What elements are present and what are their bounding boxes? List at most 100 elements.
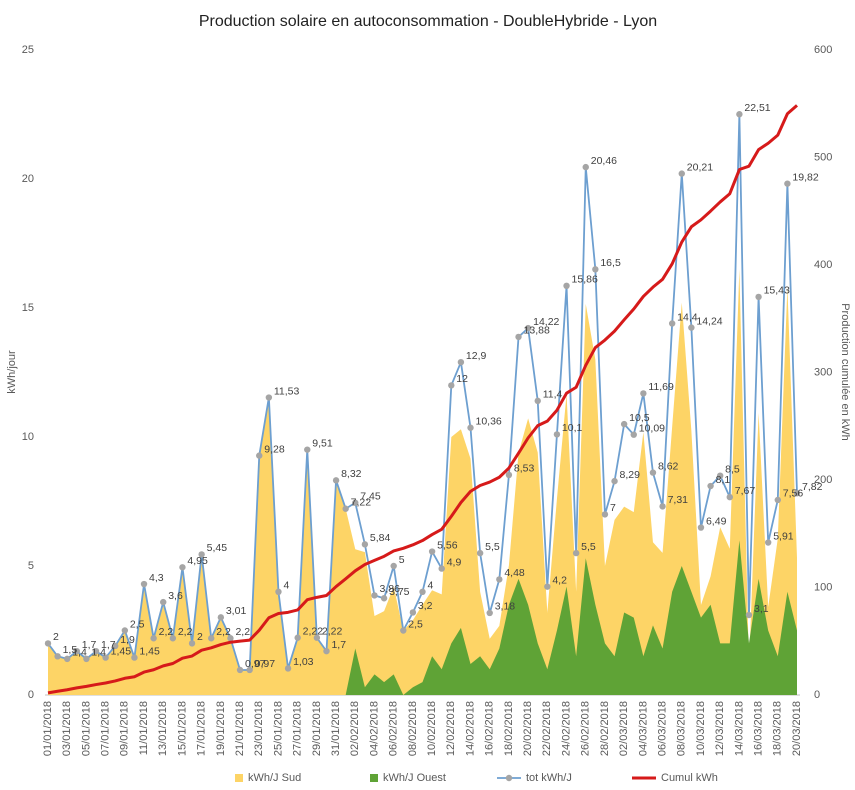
data-label: 20,21	[687, 161, 713, 173]
x-tick-label: 29/01/2018	[311, 701, 323, 756]
x-tick-label: 16/02/2018	[484, 701, 496, 756]
data-label: 1,7	[101, 639, 116, 651]
x-tick-label: 21/01/2018	[234, 701, 246, 756]
point	[409, 609, 417, 616]
data-label: 20,46	[591, 155, 617, 167]
data-label: 4,95	[187, 555, 208, 567]
point	[275, 588, 282, 595]
point	[208, 635, 215, 642]
x-tick-label: 04/03/2018	[637, 701, 649, 756]
point	[179, 564, 186, 571]
data-label: 10,36	[476, 415, 502, 427]
point	[371, 592, 378, 599]
point	[188, 640, 196, 647]
point	[640, 390, 647, 397]
point	[160, 598, 167, 606]
point	[256, 452, 263, 459]
data-label: 7,82	[802, 481, 823, 493]
data-label: 1,5	[63, 644, 78, 656]
x-tick-label: 20/02/2018	[522, 701, 534, 756]
point	[265, 394, 273, 401]
point	[352, 499, 359, 506]
point	[390, 562, 397, 570]
data-label: 8,5	[725, 463, 740, 475]
point	[83, 655, 90, 663]
x-tick-label: 27/01/2018	[292, 701, 304, 756]
point	[678, 170, 685, 177]
data-label: 1,4	[91, 647, 106, 659]
point	[73, 647, 81, 655]
point	[582, 163, 589, 171]
x-tick-label: 04/02/2018	[368, 701, 380, 756]
point	[688, 324, 695, 331]
x-tick-label: 18/03/2018	[772, 701, 784, 756]
data-label: 14,22	[533, 316, 559, 328]
point	[169, 635, 177, 642]
legend-label: tot kWh/J	[526, 772, 572, 784]
data-label: 2,22	[322, 626, 343, 638]
x-tick-label: 08/02/2018	[407, 701, 419, 756]
point	[601, 511, 609, 518]
data-label: 8,32	[341, 468, 362, 480]
data-label: 7	[610, 502, 616, 514]
point	[227, 635, 234, 642]
data-label: 3,75	[389, 586, 410, 598]
chart-title: Production solaire en autoconsommation -…	[199, 13, 657, 30]
x-tick-label: 28/02/2018	[599, 701, 611, 756]
point	[784, 180, 791, 187]
data-label: 11,4	[543, 389, 563, 401]
data-label: 2,2	[216, 626, 231, 638]
point	[44, 640, 52, 647]
x-tick-label: 20/03/2018	[791, 701, 803, 756]
point	[140, 580, 148, 588]
point	[217, 614, 225, 621]
data-label: 3,6	[168, 590, 183, 602]
point	[707, 482, 714, 490]
data-label: 3,18	[495, 601, 516, 613]
point	[236, 666, 244, 674]
point	[313, 634, 321, 641]
data-label: 5,84	[370, 532, 391, 544]
data-label: 2,5	[408, 618, 423, 630]
data-label: 15,43	[764, 285, 790, 297]
x-tick-label: 12/03/2018	[714, 701, 726, 756]
y2-tick-label: 100	[814, 581, 832, 593]
data-label: 2,22	[303, 626, 324, 638]
point	[697, 524, 705, 531]
point	[64, 655, 71, 663]
point	[592, 266, 599, 273]
data-label: 4	[428, 580, 434, 592]
data-label: 14,4	[677, 311, 698, 323]
point	[668, 320, 676, 327]
data-label: 1,7	[331, 639, 346, 651]
y-tick-label: 10	[22, 431, 34, 443]
point	[438, 565, 445, 572]
data-label: 12,9	[466, 350, 487, 362]
x-tick-label: 13/01/2018	[157, 701, 169, 756]
data-label: 5,5	[485, 541, 500, 553]
data-label: 1,45	[111, 645, 132, 657]
point	[496, 576, 503, 583]
point	[611, 477, 618, 485]
point	[476, 549, 484, 557]
data-label: 2,2	[178, 626, 193, 638]
x-tick-label: 17/01/2018	[196, 701, 208, 756]
x-tick-label: 24/02/2018	[560, 701, 572, 756]
point	[400, 627, 407, 634]
data-label: 5,91	[773, 530, 794, 542]
data-label: 1,9	[120, 634, 135, 646]
point	[486, 609, 493, 617]
x-tick-label: 01/01/2018	[42, 701, 54, 756]
data-label: 1,45	[139, 645, 160, 657]
x-tick-label: 25/01/2018	[272, 701, 284, 756]
data-label: 16,5	[600, 257, 621, 269]
x-tick-label: 02/02/2018	[349, 701, 361, 756]
data-label: 7,56	[783, 488, 804, 500]
data-label: 8,29	[620, 469, 641, 481]
legend-label: Cumul kWh	[661, 772, 718, 784]
y2-tick-label: 200	[814, 474, 832, 486]
point	[534, 397, 541, 405]
point	[131, 654, 138, 661]
data-label: 11,69	[648, 381, 674, 393]
point	[774, 496, 781, 504]
